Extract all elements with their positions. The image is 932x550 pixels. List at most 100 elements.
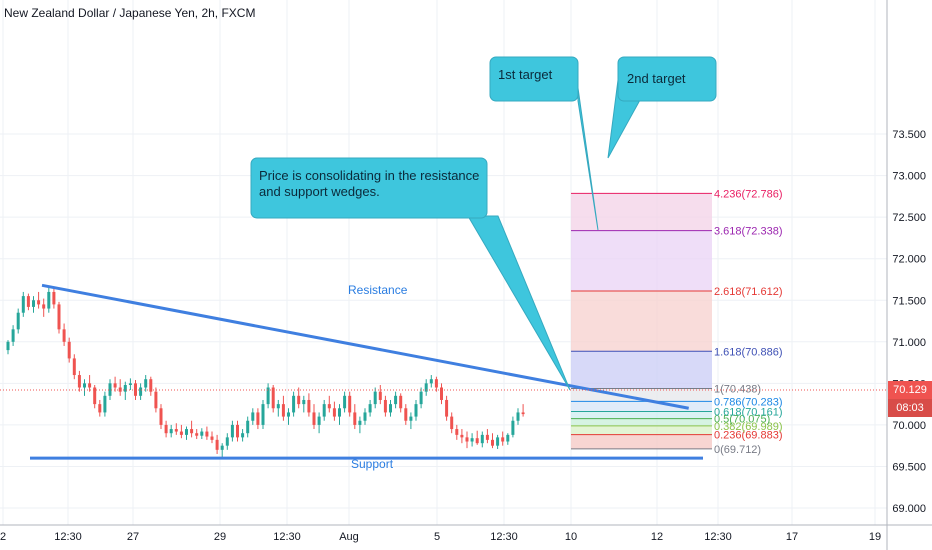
candle-body: [164, 424, 168, 434]
candle-body: [21, 296, 25, 313]
y-tick-label: 71.500: [892, 295, 926, 307]
candle-body: [256, 412, 260, 425]
candle-body: [404, 408, 408, 421]
candle-body: [77, 375, 81, 388]
candle-body: [322, 404, 326, 417]
fibonacci-zones: 0(69.712) 0.236(69.883)0.382(69.989)0.5(7…: [571, 188, 783, 456]
candle-body: [399, 395, 403, 409]
y-tick-label: 72.000: [892, 254, 926, 266]
fib-zone: [571, 230, 712, 291]
candle-body: [332, 408, 336, 417]
candle-body: [445, 399, 449, 417]
fib-level-label: 0.5(70.075): [714, 414, 770, 426]
candle-body: [297, 395, 301, 405]
candle-body: [67, 341, 71, 359]
x-tick-label: Aug: [339, 531, 359, 543]
candle-body: [72, 358, 76, 376]
candle-body: [276, 404, 280, 409]
candle-body: [52, 291, 56, 305]
candle-body: [200, 431, 204, 436]
candle-body: [195, 433, 199, 436]
candle-body: [185, 429, 188, 435]
fib-level-label: 1(70.438): [714, 384, 761, 396]
candle-body: [215, 439, 219, 450]
candle-body: [93, 387, 97, 405]
candle-body: [16, 312, 20, 330]
candle-body: [139, 387, 143, 396]
candle-body: [220, 445, 224, 450]
candle-body: [501, 437, 505, 442]
candle-body: [506, 434, 510, 442]
candle-body: [108, 383, 112, 396]
candle-body: [179, 431, 183, 435]
callout-consolidation-box[interactable]: [250, 157, 488, 219]
candle-body: [491, 439, 494, 446]
x-tick-label: 12:30: [273, 531, 301, 543]
candle-body: [230, 424, 234, 438]
candle-body: [348, 395, 352, 413]
y-tick-label: 69.500: [892, 461, 926, 473]
candle-body: [169, 429, 173, 434]
candle-body: [287, 412, 290, 417]
resistance-line[interactable]: [41, 283, 689, 410]
fib-zone: [571, 411, 712, 419]
candle-body: [307, 399, 311, 413]
fib-level-label: 1.618(70.886): [714, 346, 783, 358]
x-tick-label: 29: [214, 531, 226, 543]
fib-zone: [571, 401, 712, 412]
x-tick-label: 5: [434, 531, 440, 543]
candle-body: [236, 424, 239, 438]
candle-body: [42, 304, 46, 309]
fib-zone: [571, 193, 712, 231]
candle-body: [190, 429, 194, 434]
trendlines[interactable]: Resistance Support: [30, 283, 703, 471]
callout-second-target-box[interactable]: [617, 56, 717, 102]
candle-body: [455, 429, 459, 435]
y-tick-label: 69.000: [892, 503, 926, 515]
fib-level-label: 0(69.712): [714, 444, 761, 456]
callout-first-target-text: 1st target: [498, 67, 553, 82]
candle-body: [11, 329, 15, 342]
candle-body: [225, 437, 229, 446]
x-tick-label: 12:30: [490, 531, 518, 543]
candle-body: [32, 300, 35, 307]
candle-body: [424, 383, 428, 392]
fib-zone: [571, 418, 712, 426]
candle-body: [251, 412, 255, 421]
candle-body: [37, 300, 41, 305]
x-tick-label: 12:30: [704, 531, 732, 543]
candle-body: [113, 383, 117, 388]
callout-shapes[interactable]: [250, 56, 717, 391]
candle-body: [98, 404, 102, 413]
fib-level-label: 0.382(69.989): [714, 421, 783, 433]
candle-body: [368, 404, 372, 413]
candle-body: [516, 412, 520, 421]
candle-body: [378, 391, 382, 400]
candles: [6, 286, 525, 459]
candle-body: [343, 395, 347, 409]
fib-zone: [571, 434, 712, 449]
candle-body: [511, 420, 515, 435]
candle-body: [128, 383, 132, 386]
y-tick-label: 72.500: [892, 212, 926, 224]
fib-zone: [571, 351, 712, 389]
candle-body: [159, 408, 163, 425]
candle-body: [83, 383, 86, 388]
candle-body: [26, 296, 30, 307]
candle-body: [271, 387, 275, 409]
candle-body: [47, 291, 51, 309]
resistance-label: Resistance: [348, 283, 408, 297]
callout-consolidation-text: Price is consolidating in the resistance…: [259, 168, 480, 199]
candle-body: [327, 404, 331, 409]
x-tick-label: 27: [127, 531, 139, 543]
candle-body: [353, 412, 357, 425]
candle-body: [144, 379, 148, 388]
x-tick-label: 19: [869, 531, 881, 543]
candle-body: [414, 404, 418, 417]
callout-first-target-box[interactable]: [489, 56, 579, 102]
callout-consolidation-pointer: [467, 215, 571, 391]
fib-level-label: 3.618(72.338): [714, 226, 783, 238]
chart-title: New Zealand Dollar / Japanese Yen, 2h, F…: [4, 6, 256, 20]
candle-body: [266, 387, 270, 405]
